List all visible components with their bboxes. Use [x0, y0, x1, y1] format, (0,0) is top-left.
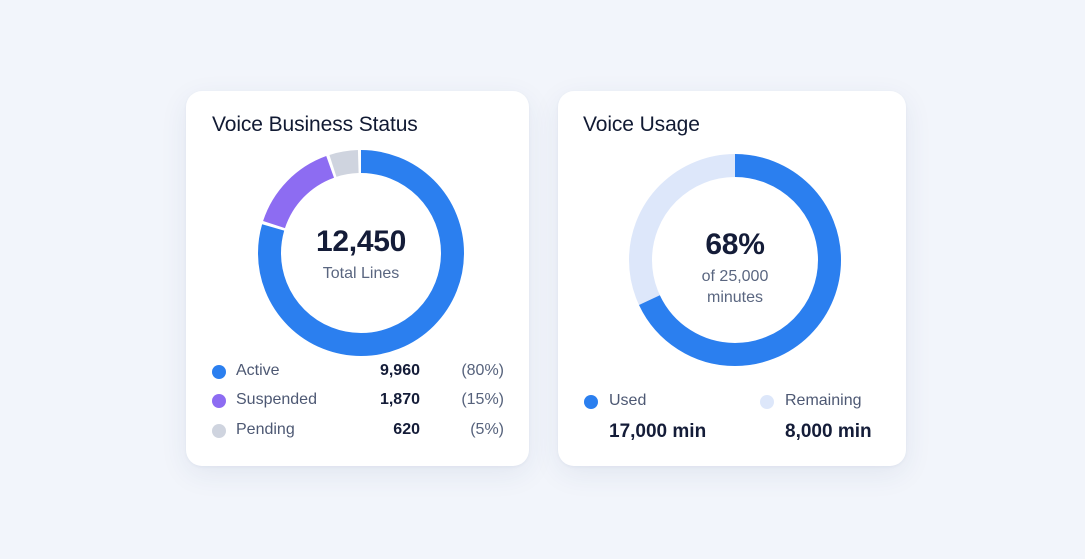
- legend-label: Pending: [236, 421, 295, 438]
- voice-business-status-card: Voice Business Status 12,450 Total Lines…: [186, 91, 529, 466]
- usage-used[interactable]: Used 17,000 min: [584, 392, 734, 443]
- suspended-color-dot: [212, 394, 226, 408]
- legend-row-active[interactable]: Active 9,960 (80%): [210, 361, 506, 383]
- remaining-amount: 8,000 min: [785, 421, 872, 442]
- legend-label: Suspended: [236, 391, 317, 408]
- usage-percent-value: 68%: [705, 228, 765, 261]
- legend-row-pending[interactable]: Pending 620 (5%): [210, 420, 506, 442]
- legend-value: 1,870: [379, 391, 420, 408]
- usage-caption-line2: minutes: [706, 289, 764, 306]
- legend-percent: (5%): [470, 421, 504, 438]
- card-title: Voice Usage: [583, 113, 700, 136]
- used-label: Used: [609, 392, 647, 409]
- legend-percent: (15%): [461, 391, 504, 408]
- usage-caption-line1: of 25,000: [701, 268, 769, 285]
- donut-center: 12,450 Total Lines: [276, 225, 446, 284]
- donut-segment-used[interactable]: [629, 154, 841, 366]
- status-donut-chart: [258, 150, 464, 356]
- remaining-color-dot: [760, 395, 774, 409]
- pending-color-dot: [212, 424, 226, 438]
- active-color-dot: [212, 365, 226, 379]
- usage-remaining[interactable]: Remaining 8,000 min: [760, 392, 910, 443]
- donut-segment-active[interactable]: [258, 150, 464, 356]
- legend-percent: (80%): [461, 362, 504, 379]
- used-amount: 17,000 min: [609, 421, 707, 442]
- legend-row-suspended[interactable]: Suspended 1,870 (15%): [210, 390, 506, 412]
- voice-usage-card: Voice Usage 68% of 25,000 minutes Used 1…: [558, 91, 906, 466]
- legend-label: Active: [236, 362, 280, 379]
- card-title: Voice Business Status: [212, 113, 418, 136]
- total-lines-label: Total Lines: [322, 265, 400, 282]
- total-lines-value: 12,450: [316, 225, 406, 258]
- usage-donut-chart: [629, 154, 841, 366]
- legend-value: 9,960: [379, 362, 420, 379]
- donut-center: 68% of 25,000 minutes: [650, 228, 820, 308]
- remaining-label: Remaining: [785, 392, 862, 409]
- legend-value: 620: [393, 421, 420, 438]
- used-color-dot: [584, 395, 598, 409]
